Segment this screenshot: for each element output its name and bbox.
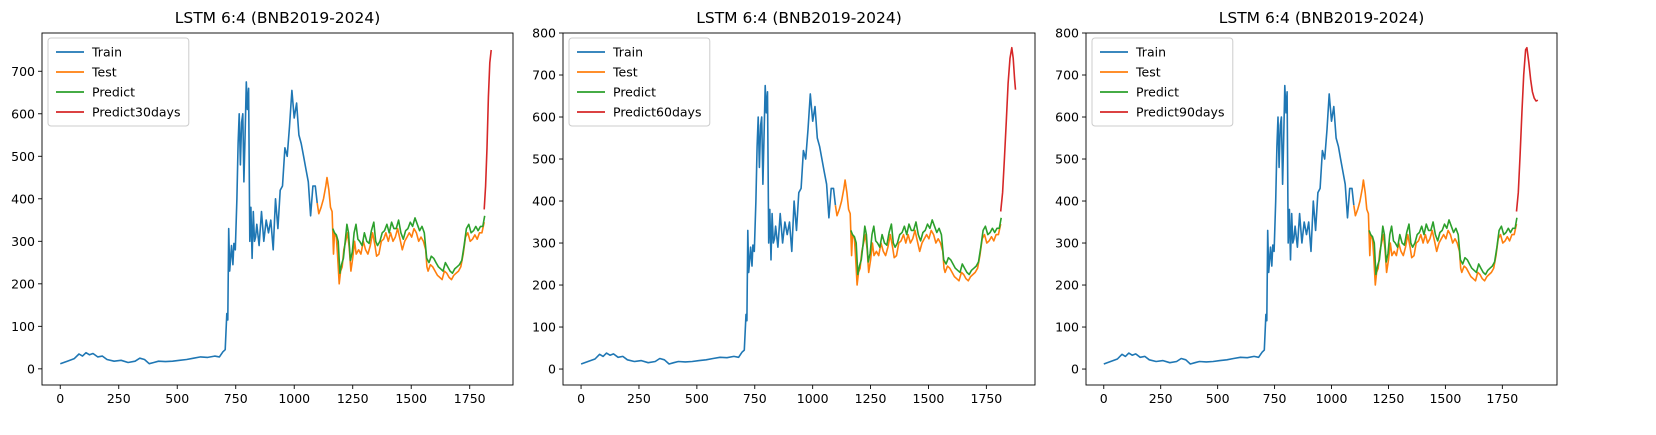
y-tick-label: 600 [1055, 110, 1079, 125]
y-tick-label: 200 [532, 278, 556, 293]
series-line-test [834, 179, 1002, 286]
legend-label: Predict60days [613, 105, 701, 120]
chart-title: LSTM 6:4 (BNB2019-2024) [175, 9, 381, 27]
y-tick-label: 500 [1055, 152, 1079, 167]
legend: Train Test Predict Predict60days [568, 37, 711, 127]
x-tick-label: 1500 [913, 391, 945, 406]
y-tick-label: 0 [1071, 362, 1079, 377]
axes-frame [41, 32, 514, 386]
plot-area [60, 49, 492, 365]
y-tick-label: 600 [532, 110, 556, 125]
y-tick-label: 300 [532, 236, 556, 251]
series-line-train [60, 81, 318, 365]
y-tick-label: 800 [1055, 26, 1079, 41]
x-tick-label: 1250 [337, 391, 369, 406]
y-tick-label: 300 [1055, 236, 1079, 251]
axes-frame [562, 32, 1036, 386]
y-tick-label: 400 [11, 191, 35, 206]
series-line-test [316, 176, 485, 285]
y-tick-label: 700 [1055, 68, 1079, 83]
x-tick-label: 500 [165, 391, 189, 406]
x-tick-label: 0 [1100, 391, 1108, 406]
legend-label: Train [1135, 45, 1166, 60]
legend-label: Predict30days [92, 105, 180, 120]
series-line-train [1103, 84, 1355, 365]
legend-box [568, 37, 711, 127]
series-line-predict30days [483, 49, 492, 210]
y-tick-label: 700 [532, 68, 556, 83]
y-tick-label: 100 [11, 319, 35, 334]
legend-label: Train [91, 45, 122, 60]
legend-label: Predict [1136, 85, 1179, 100]
subplot-2: LSTM 6:4 (BNB2019-2024)0 250 500 750 1000 125… [532, 9, 1036, 406]
x-tick-label: 750 [1263, 391, 1287, 406]
legend-label: Test [1135, 65, 1161, 80]
series-line-predict90days [1515, 46, 1539, 212]
legend: Train Test Predict Predict30days [47, 37, 190, 127]
y-tick-label: 600 [11, 106, 35, 121]
x-tick-label: 1750 [1486, 391, 1518, 406]
series-line-test [1353, 179, 1518, 286]
y-tick-label: 200 [11, 276, 35, 291]
x-tick-label: 0 [56, 391, 64, 406]
series-line-train [580, 84, 837, 365]
legend-label: Predict [92, 85, 135, 100]
legend-label: Train [612, 45, 643, 60]
x-tick-label: 1750 [970, 391, 1002, 406]
y-tick-label: 200 [1055, 278, 1079, 293]
legend-label: Predict [613, 85, 656, 100]
x-tick-label: 1000 [1316, 391, 1348, 406]
chart-title: LSTM 6:4 (BNB2019-2024) [1219, 9, 1425, 27]
legend-box [1091, 37, 1234, 127]
legend-label: Test [612, 65, 638, 80]
legend: Train Test Predict Predict90days [1091, 37, 1234, 127]
series-line-predict60days [999, 46, 1017, 212]
x-tick-label: 250 [627, 391, 651, 406]
y-tick-label: 0 [548, 362, 556, 377]
x-tick-label: 250 [1149, 391, 1173, 406]
x-tick-label: 750 [224, 391, 248, 406]
legend-box [47, 37, 190, 127]
x-tick-label: 0 [577, 391, 585, 406]
series-line-predict [1368, 217, 1518, 276]
legend-label: Test [91, 65, 117, 80]
x-tick-label: 500 [685, 391, 709, 406]
y-tick-label: 100 [1055, 320, 1079, 335]
x-tick-label: 1750 [454, 391, 486, 406]
subplot-1: LSTM 6:4 (BNB2019-2024)0 250 500 750 1000 125… [11, 9, 514, 406]
y-tick-label: 400 [1055, 194, 1079, 209]
x-tick-label: 250 [107, 391, 131, 406]
y-tick-label: 100 [532, 320, 556, 335]
y-tick-label: 0 [27, 361, 35, 376]
x-tick-label: 750 [743, 391, 767, 406]
chart-title: LSTM 6:4 (BNB2019-2024) [696, 9, 902, 27]
y-tick-label: 400 [532, 194, 556, 209]
subplot-3: LSTM 6:4 (BNB2019-2024)0 250 500 750 1000 125… [1055, 9, 1558, 406]
plot-area [580, 46, 1017, 365]
y-tick-label: 500 [532, 152, 556, 167]
axes-frame [1085, 32, 1558, 386]
y-tick-label: 700 [11, 64, 35, 79]
y-tick-label: 300 [11, 234, 35, 249]
series-line-predict [850, 217, 1002, 276]
series-line-predict [332, 215, 486, 274]
x-tick-label: 1000 [797, 391, 829, 406]
y-tick-label: 500 [11, 149, 35, 164]
x-tick-label: 1250 [1373, 391, 1405, 406]
x-tick-label: 1500 [395, 391, 427, 406]
x-tick-label: 500 [1206, 391, 1230, 406]
x-tick-label: 1250 [855, 391, 887, 406]
x-tick-label: 1500 [1429, 391, 1461, 406]
x-tick-label: 1000 [278, 391, 310, 406]
plot-area [1103, 46, 1539, 365]
legend-label: Predict90days [1136, 105, 1224, 120]
y-tick-label: 800 [532, 26, 556, 41]
